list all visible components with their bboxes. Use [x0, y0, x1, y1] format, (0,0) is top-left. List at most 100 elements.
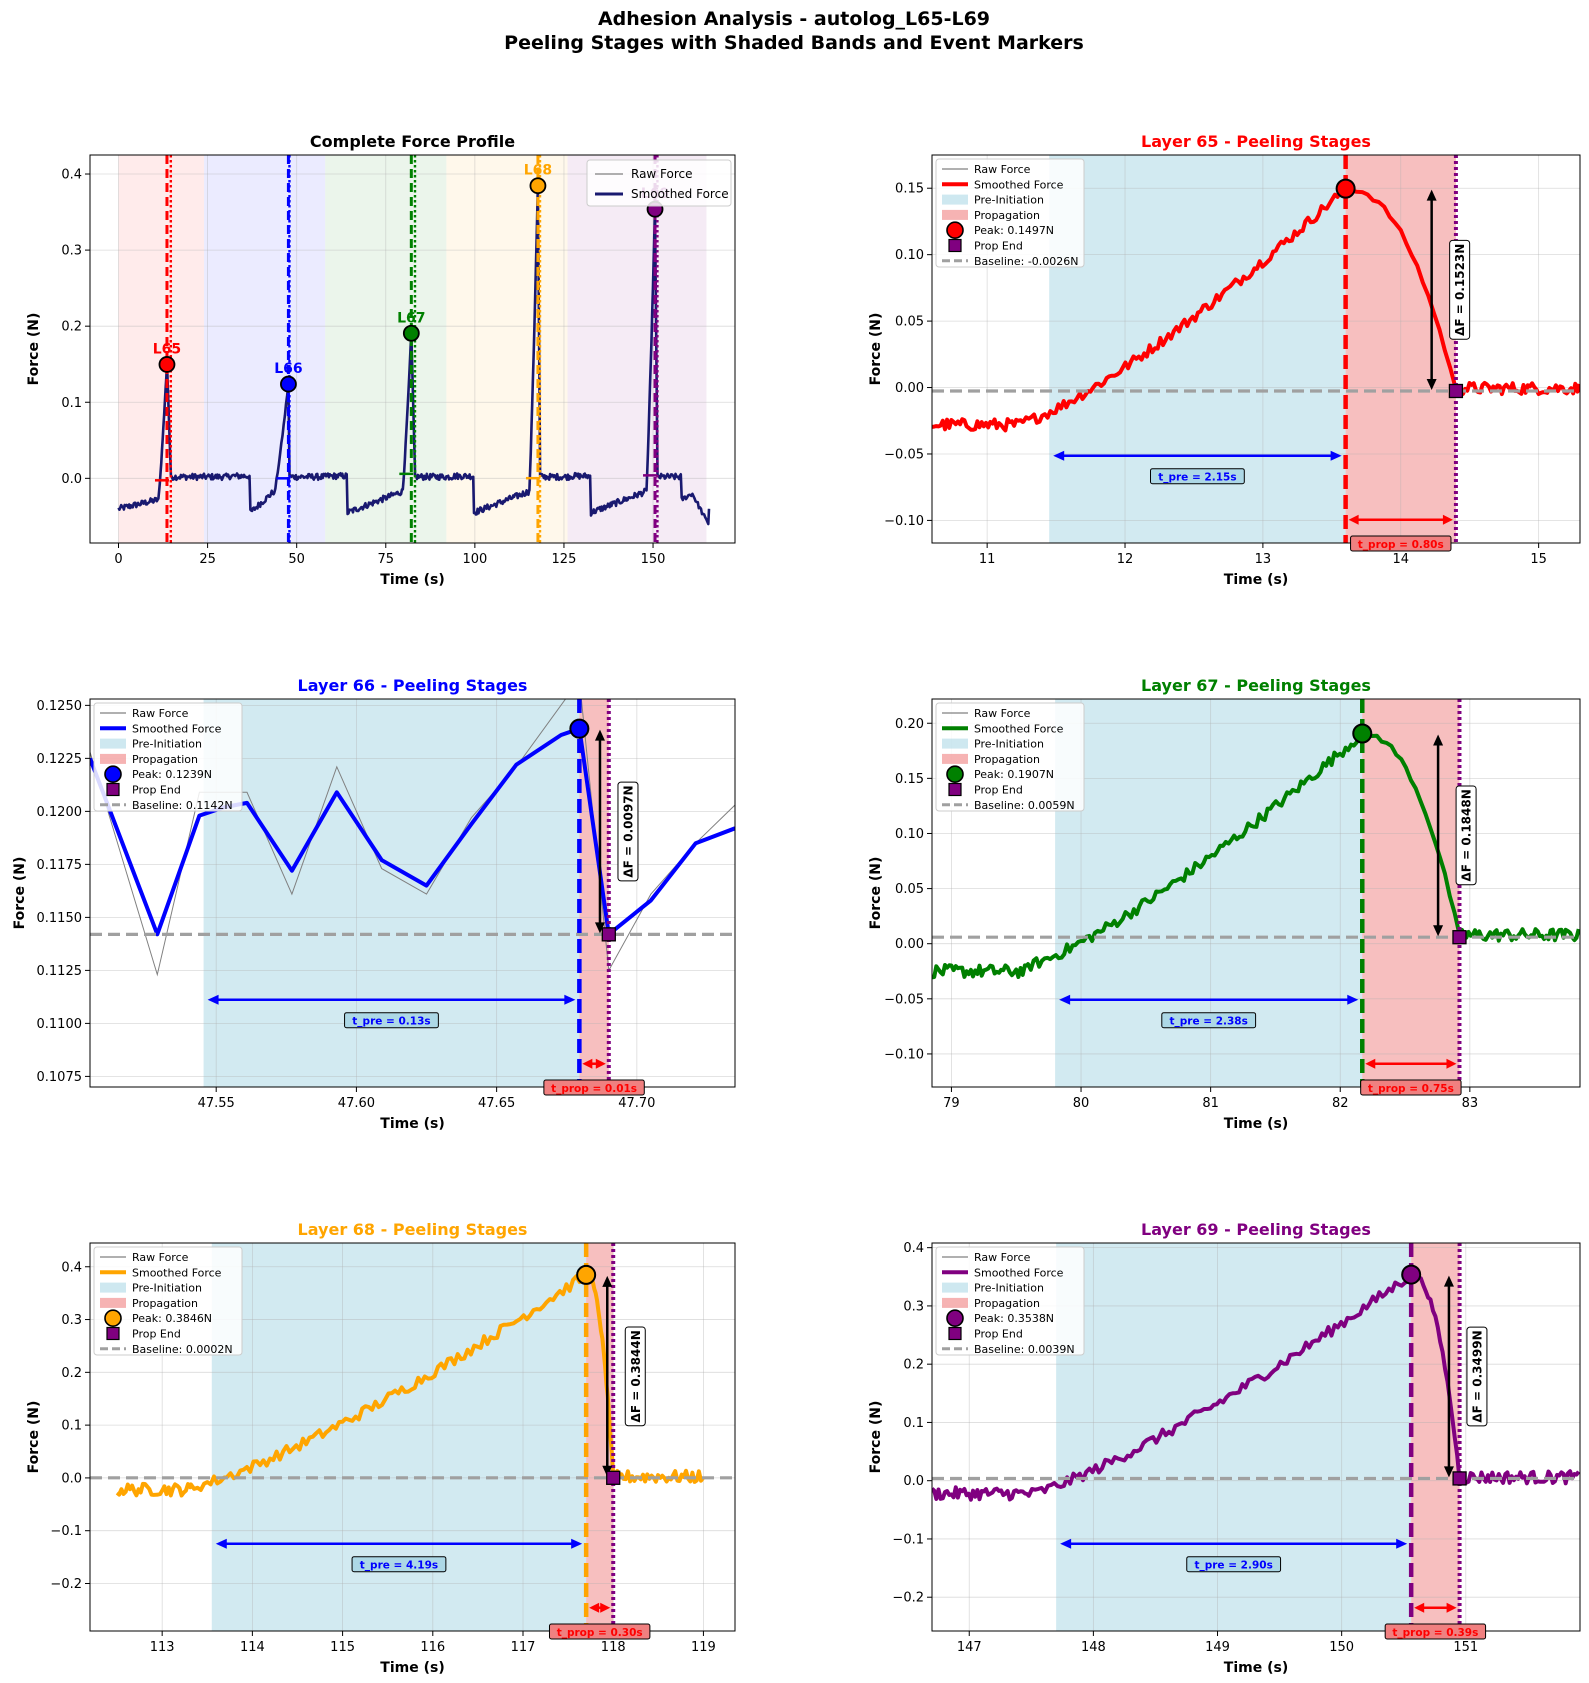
t-pre-arrow-head-left [1053, 450, 1065, 461]
y-tick-label: 0.1075 [37, 1070, 83, 1085]
t-pre-label-box [1161, 1012, 1257, 1029]
chart-layer-L66: 47.55 47.60 47.65 47.70 0.1075 0.1100 0.1125 0.… [12, 676, 736, 1132]
prop-end-marker [1452, 1471, 1467, 1486]
overview-plot-area: L65L66L67L68L69 [90, 155, 735, 543]
t-pre-arrow-head-left [215, 1538, 227, 1549]
y-tick-label: 0.2 [61, 1366, 82, 1381]
pre-initiation-band [1056, 1243, 1412, 1631]
y-tick-label: 0.2 [61, 320, 82, 335]
legend-label: Prop End [974, 240, 1023, 253]
legend-box [935, 158, 1085, 268]
t-pre-arrow-head-left [207, 994, 219, 1005]
delta-label: ΔF = 0.1523N [1453, 244, 1467, 336]
y-tick-label: 0.1200 [37, 805, 83, 820]
x-axis-label: Time (s) [380, 1660, 444, 1676]
t-prop-arrow-head-right [1442, 514, 1453, 525]
legend-box [93, 1246, 243, 1356]
delta-label-group: ΔF = 0.1848N [1455, 785, 1477, 886]
t-pre-arrow-head-right [1347, 994, 1359, 1005]
x-tick-label: 118 [601, 1640, 626, 1655]
plot-area [932, 1243, 1580, 1631]
y-tick-label: 0.0 [903, 1474, 924, 1489]
legend-label: Raw Force [974, 1251, 1031, 1264]
legend-label: Propagation [974, 753, 1040, 766]
y-tick-label: 0.0 [61, 1471, 82, 1486]
t-prop-arrow-head-right [595, 1058, 606, 1069]
x-tick-label: 82 [1332, 1096, 1349, 1111]
x-tick-label: 47.55 [198, 1096, 235, 1111]
axes-frame [89, 698, 736, 1088]
axes-frame [931, 698, 1581, 1088]
prop-end-marker [601, 927, 616, 942]
y-tick-label: −0.05 [884, 447, 924, 462]
y-tick-label: 0.05 [895, 882, 924, 897]
x-tick-label: 47.65 [478, 1096, 515, 1111]
y-tick-label: −0.1 [50, 1524, 82, 1539]
x-tick-label: 14 [1392, 552, 1409, 567]
t-prop-label-box [1384, 1623, 1487, 1640]
delta-arrow-head-down [1426, 378, 1437, 390]
legend-label: Prop End [132, 1328, 181, 1341]
peak-label: L65 [153, 341, 181, 357]
propagation-band [1362, 699, 1460, 1087]
peak-marker [402, 324, 420, 342]
legend-swatch-pre [942, 738, 968, 749]
x-tick-label: 100 [462, 552, 487, 567]
pre-initiation-band [211, 1243, 587, 1631]
t-prop-label-box [1350, 535, 1452, 552]
legend-label: Smoothed Force [974, 722, 1064, 735]
delta-arrow-head-down [1433, 925, 1444, 937]
y-tick-label: −0.10 [884, 1047, 924, 1062]
t-pre-label-box [344, 1012, 439, 1029]
y-tick-label: 0.1 [61, 396, 82, 411]
t-prop-arrow-head-right [600, 1602, 611, 1613]
legend-label: Raw Force [974, 707, 1031, 720]
legend-label: Raw Force [132, 707, 189, 720]
peak-marker [1352, 723, 1373, 744]
legend-swatch-prop-end [948, 1326, 962, 1341]
t-prop-arrow-head-left [589, 1602, 600, 1613]
smoothed-force-line [932, 186, 1580, 433]
x-tick-label: 11 [979, 552, 996, 567]
pre-initiation-band [1049, 155, 1346, 543]
y-tick-label: 0.1125 [37, 964, 83, 979]
legend-label: Propagation [974, 209, 1040, 222]
y-tick-label: −0.2 [50, 1577, 82, 1592]
legend-label-smoothed: Smoothed Force [631, 187, 729, 201]
legend-label: Baseline: 0.0059N [974, 799, 1075, 812]
layer-band [204, 155, 326, 543]
y-tick-label: 0.3 [61, 244, 82, 259]
legend-box [93, 702, 243, 812]
x-axis-label: Time (s) [380, 572, 444, 588]
legend-label: Peak: 0.1907N [974, 768, 1054, 781]
t-prop-label: t_prop = 0.39s [1392, 1627, 1478, 1639]
y-tick-label: 0.4 [61, 1260, 82, 1275]
y-axis-label: Force (N) [868, 857, 884, 930]
y-tick-label: 0.15 [895, 182, 924, 197]
y-axis-label: Force (N) [26, 313, 42, 386]
legend-label: Pre-Initiation [132, 738, 202, 751]
legend-label: Baseline: -0.0026N [974, 255, 1079, 268]
t-pre-label-box [1150, 468, 1245, 485]
y-tick-label: 0.4 [903, 1241, 924, 1256]
legend-swatch-peak [946, 1309, 964, 1327]
legend-label: Propagation [132, 1297, 198, 1310]
t-prop-arrow-head-left [1365, 1058, 1376, 1069]
legend-label: Prop End [132, 784, 181, 797]
y-tick-label: 0.15 [895, 772, 924, 787]
chart-title: Layer 68 - Peeling Stages [298, 1220, 528, 1239]
legend-label: Peak: 0.3846N [132, 1312, 212, 1325]
delta-label-group: ΔF = 0.3499N [1466, 1326, 1488, 1427]
legend-swatch-pre [100, 738, 126, 749]
x-tick-label: 115 [330, 1640, 355, 1655]
peak-label: L68 [524, 163, 552, 179]
x-tick-label: 116 [420, 1640, 445, 1655]
chart-title: Complete Force Profile [310, 132, 515, 151]
axes-frame [89, 1242, 736, 1632]
t-prop-label: t_prop = 0.01s [551, 1083, 637, 1095]
legend-swatch-prop [942, 1297, 968, 1308]
legend-swatch-prop-end [106, 782, 120, 797]
t-prop-label-box [543, 1079, 645, 1096]
legend-label: Smoothed Force [132, 722, 222, 735]
